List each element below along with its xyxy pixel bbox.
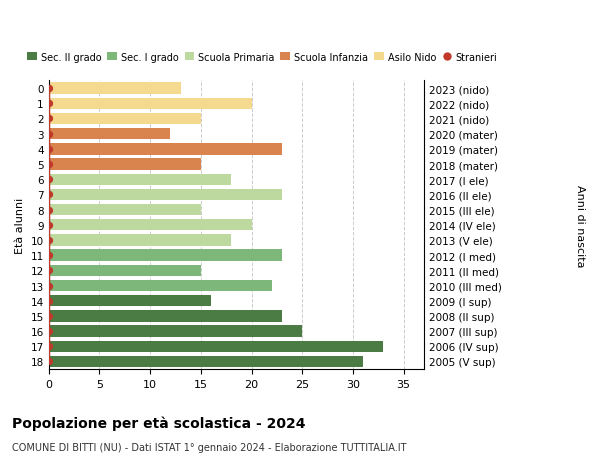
Point xyxy=(44,176,53,184)
Point xyxy=(44,191,53,199)
Bar xyxy=(49,129,170,140)
Point xyxy=(44,313,53,320)
Bar xyxy=(49,113,201,125)
Point xyxy=(44,116,53,123)
Y-axis label: Età alunni: Età alunni xyxy=(15,197,25,253)
Bar xyxy=(49,341,383,352)
Point xyxy=(44,207,53,214)
Bar xyxy=(49,296,211,307)
Bar xyxy=(49,235,231,246)
Bar xyxy=(49,280,272,291)
Point xyxy=(44,146,53,153)
Point xyxy=(44,358,53,365)
Point xyxy=(44,252,53,259)
Text: COMUNE DI BITTI (NU) - Dati ISTAT 1° gennaio 2024 - Elaborazione TUTTITALIA.IT: COMUNE DI BITTI (NU) - Dati ISTAT 1° gen… xyxy=(12,442,407,452)
Bar xyxy=(49,326,302,337)
Bar xyxy=(49,356,363,367)
Point xyxy=(44,328,53,335)
Bar xyxy=(49,250,282,261)
Bar xyxy=(49,98,251,110)
Bar xyxy=(49,144,282,155)
Bar xyxy=(49,219,251,231)
Point xyxy=(44,282,53,290)
Point xyxy=(44,222,53,229)
Bar xyxy=(49,159,201,170)
Point xyxy=(44,267,53,274)
Point xyxy=(44,237,53,244)
Text: Popolazione per età scolastica - 2024: Popolazione per età scolastica - 2024 xyxy=(12,415,305,430)
Bar xyxy=(49,311,282,322)
Point xyxy=(44,131,53,138)
Point xyxy=(44,101,53,108)
Bar xyxy=(49,174,231,185)
Point xyxy=(44,161,53,168)
Bar xyxy=(49,189,282,201)
Point xyxy=(44,297,53,305)
Point xyxy=(44,85,53,93)
Bar xyxy=(49,204,201,216)
Point xyxy=(44,343,53,350)
Y-axis label: Anni di nascita: Anni di nascita xyxy=(575,184,585,267)
Bar xyxy=(49,83,181,95)
Legend: Sec. II grado, Sec. I grado, Scuola Primaria, Scuola Infanzia, Asilo Nido, Stran: Sec. II grado, Sec. I grado, Scuola Prim… xyxy=(23,49,501,67)
Bar xyxy=(49,265,201,276)
